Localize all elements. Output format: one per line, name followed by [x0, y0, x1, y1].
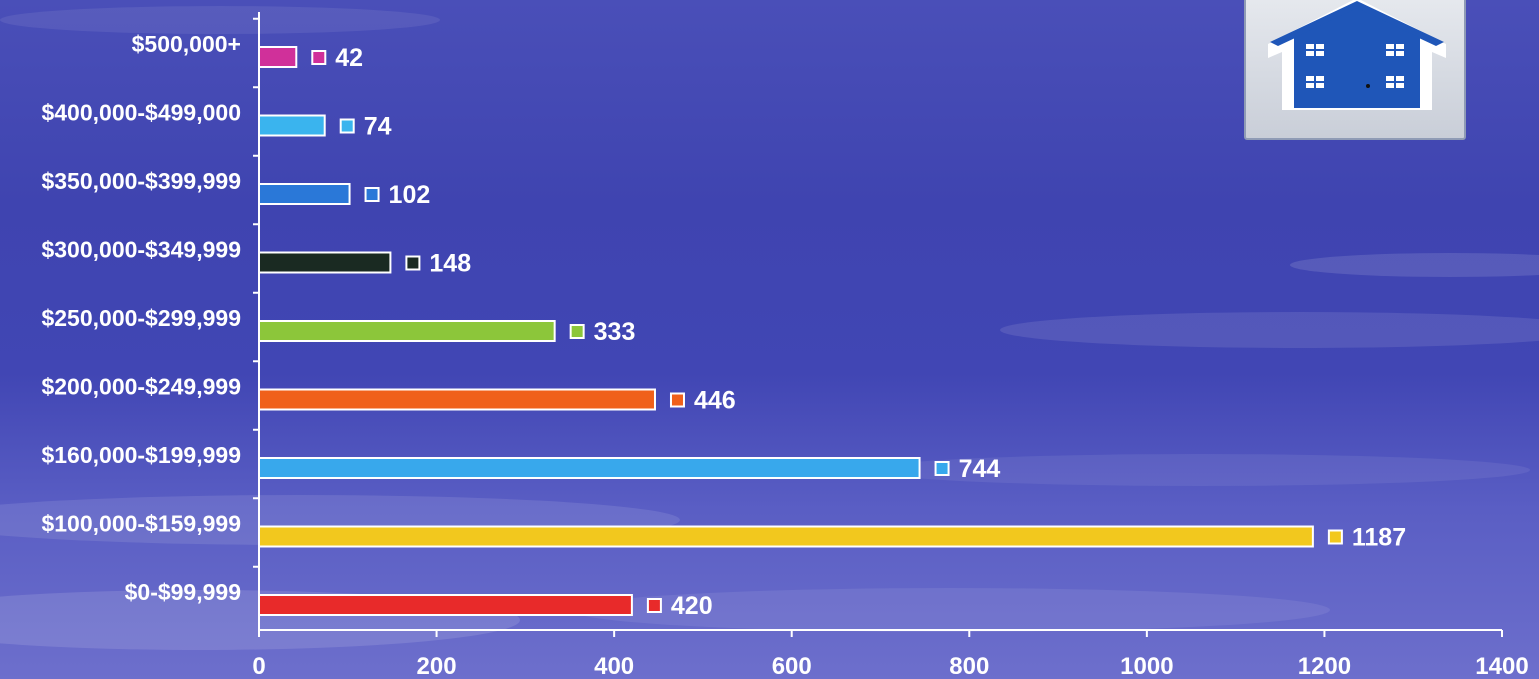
data-label: 744: [959, 455, 1001, 483]
house-icon: [1268, 0, 1446, 110]
bar: [258, 457, 921, 479]
bar: [258, 525, 1314, 548]
x-tick-label: 800: [949, 653, 989, 679]
category-label: $250,000-$299,999: [41, 305, 241, 331]
bar: [258, 183, 351, 205]
category-label: $500,000+: [132, 31, 241, 57]
bar: [258, 251, 392, 274]
bar: [258, 388, 656, 411]
data-label: 42: [335, 44, 363, 72]
bar-key: [311, 50, 327, 65]
x-tick-label: 200: [417, 653, 457, 679]
bar-key: [405, 255, 421, 271]
bar: [258, 594, 633, 616]
data-label: 446: [694, 387, 736, 415]
data-label: 102: [389, 181, 431, 209]
data-label: 333: [594, 318, 636, 346]
x-tick-label: 1000: [1120, 653, 1173, 679]
bar-key: [364, 187, 380, 202]
bar: [258, 320, 556, 342]
data-label: 74: [364, 113, 392, 141]
bar-key: [669, 392, 685, 408]
bar-key: [1327, 529, 1343, 545]
data-label: 1187: [1352, 524, 1406, 552]
bar-key: [934, 461, 950, 476]
data-label: 420: [671, 592, 713, 620]
bar-key: [339, 118, 355, 134]
category-label: $300,000-$349,999: [41, 237, 241, 263]
bar: [258, 46, 298, 68]
house-logo: [1244, 0, 1466, 140]
data-label: 148: [429, 250, 471, 278]
category-label: $350,000-$399,999: [41, 168, 241, 194]
bar: [258, 114, 326, 137]
category-label: $0-$99,999: [125, 579, 241, 605]
category-label: $160,000-$199,999: [41, 442, 241, 468]
bar-key: [569, 324, 585, 339]
category-label: $100,000-$159,999: [41, 511, 241, 537]
x-tick-label: 0: [252, 653, 265, 679]
category-label: $400,000-$499,000: [41, 100, 241, 126]
category-label: $200,000-$249,999: [41, 374, 241, 400]
x-tick-label: 1200: [1298, 653, 1351, 679]
x-tick-label: 400: [594, 653, 634, 679]
bar-key: [646, 598, 662, 613]
x-tick-label: 600: [772, 653, 812, 679]
x-tick-label: 1400: [1475, 653, 1528, 679]
